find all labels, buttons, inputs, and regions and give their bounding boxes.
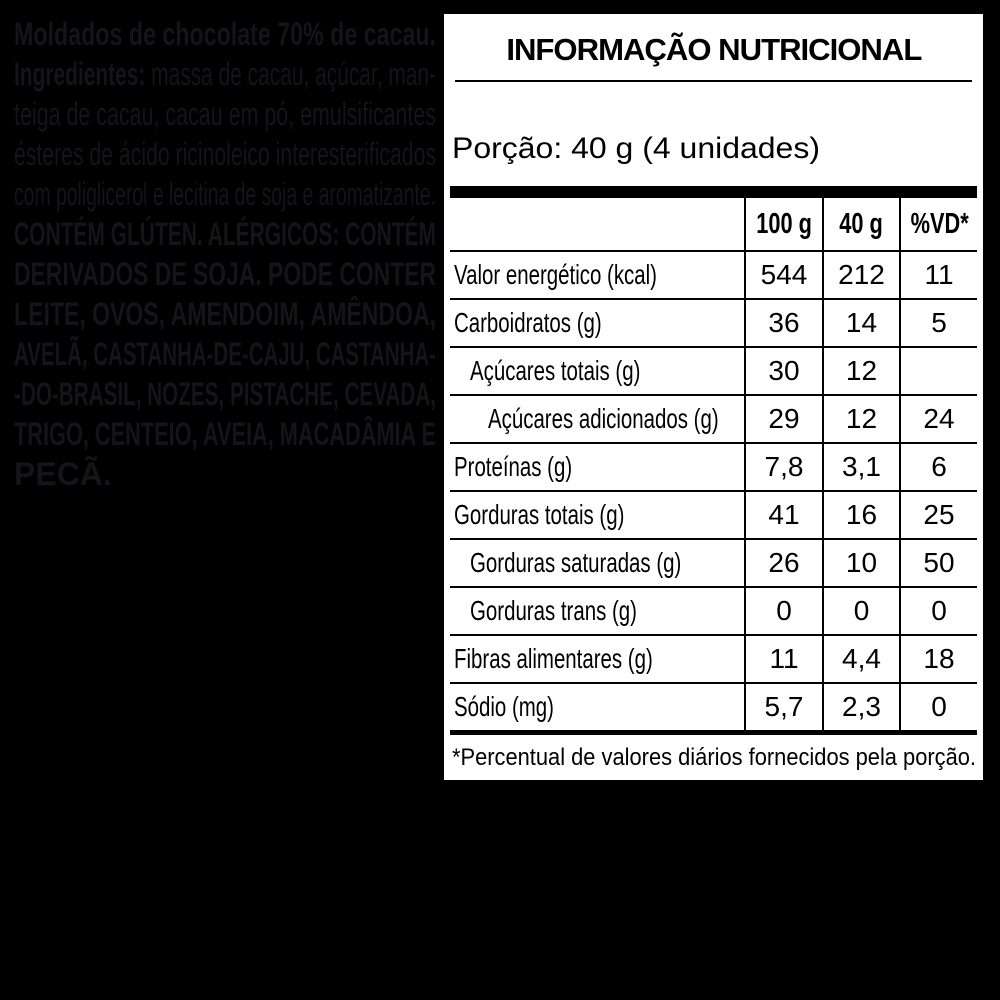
value-40g: 2,3 xyxy=(822,683,900,735)
value-100g: 0 xyxy=(744,587,823,636)
allergen-line: PECÃ. xyxy=(14,456,112,492)
row-label: Gorduras saturadas (g) xyxy=(470,547,682,578)
value-100g: 5,7 xyxy=(744,683,823,735)
footnote: *Percentual de valores diários fornecido… xyxy=(452,744,976,771)
value-vd: 0 xyxy=(899,683,977,735)
value-vd: 6 xyxy=(899,443,977,492)
allergen-line: -DO-BRASIL, NOZES, PISTACHE, CEVADA, xyxy=(14,376,436,412)
value-vd: 11 xyxy=(899,251,977,300)
value-100g: 41 xyxy=(744,491,823,540)
col-header-40g: 40 g xyxy=(822,198,900,252)
allergen-line: LEITE, OVOS, AMENDOIM, AMÊNDOA, xyxy=(14,296,436,332)
value-40g: 10 xyxy=(822,539,900,588)
value-vd xyxy=(899,347,977,396)
title-divider xyxy=(455,80,972,82)
value-100g: 26 xyxy=(744,539,823,588)
ingredients-line: Ingredientes: massa de cacau, açúcar, ma… xyxy=(14,56,437,92)
row-label: Açúcares adicionados (g) xyxy=(488,403,719,434)
value-vd: 5 xyxy=(899,299,977,348)
row-label: Fibras alimentares (g) xyxy=(454,643,653,674)
value-100g: 36 xyxy=(744,299,823,348)
value-40g: 0 xyxy=(822,587,900,636)
value-vd: 18 xyxy=(899,635,977,684)
value-40g: 12 xyxy=(822,395,900,444)
col-header-100g: 100 g xyxy=(744,198,823,252)
table-row-acucares-adicionados: Açúcares adicionados (g) 29 12 24 xyxy=(450,395,977,444)
row-label: Gorduras totais (g) xyxy=(454,499,625,530)
ingredients-line: ésteres de ácido ricinoleico interesteri… xyxy=(14,136,436,172)
value-100g: 29 xyxy=(744,395,823,444)
nutrition-table: 100 g 40 g %VD* Valor energético (kcal) … xyxy=(450,198,977,735)
table-row-gorduras-saturadas: Gorduras saturadas (g) 26 10 50 xyxy=(450,539,977,588)
table-row-carboidratos: Carboidratos (g) 36 14 5 xyxy=(450,299,977,348)
table-row-acucares-totais: Açúcares totais (g) 30 12 xyxy=(450,347,977,396)
row-label: Sódio (mg) xyxy=(454,691,554,722)
value-100g: 7,8 xyxy=(744,443,823,492)
row-label: Carboidratos (g) xyxy=(454,307,602,338)
value-40g: 16 xyxy=(822,491,900,540)
ingredients-line: Moldados de chocolate 70% de cacau. xyxy=(14,16,436,52)
allergen-line: DERIVADOS DE SOJA. PODE CONTER xyxy=(14,256,436,292)
value-40g: 14 xyxy=(822,299,900,348)
table-top-bar xyxy=(450,186,977,198)
value-40g: 12 xyxy=(822,347,900,396)
row-label: Proteínas (g) xyxy=(454,451,573,482)
table-row-fibras: Fibras alimentares (g) 11 4,4 18 xyxy=(450,635,977,684)
table-row-gorduras-totais: Gorduras totais (g) 41 16 25 xyxy=(450,491,977,540)
serving-size: Porção: 40 g (4 unidades) xyxy=(452,132,820,165)
value-100g: 11 xyxy=(744,635,823,684)
value-100g: 30 xyxy=(744,347,823,396)
allergen-line: CONTÉM GLÚTEN. ALÉRGICOS: CONTÉM xyxy=(14,216,436,252)
value-40g: 212 xyxy=(822,251,900,300)
value-100g: 544 xyxy=(744,251,823,300)
nutrition-panel: INFORMAÇÃO NUTRICIONAL Porção: 40 g (4 u… xyxy=(444,14,983,780)
ingredients-line: com poliglicerol e lecitina de soja e ar… xyxy=(14,176,436,212)
value-40g: 3,1 xyxy=(822,443,900,492)
row-label: Açúcares totais (g) xyxy=(470,355,641,386)
ingredients-line: teiga de cacau, cacau em pó, emulsifican… xyxy=(14,96,436,132)
header-empty-cell xyxy=(450,198,745,252)
allergen-line: AVELÃ, CASTANHA-DE-CAJU, CASTANHA- xyxy=(14,336,436,372)
row-label: Gorduras trans (g) xyxy=(470,595,637,626)
value-vd: 0 xyxy=(899,587,977,636)
value-vd: 24 xyxy=(899,395,977,444)
allergen-line: TRIGO, CENTEIO, AVEIA, MACADÂMIA E xyxy=(14,416,436,452)
table-header-row: 100 g 40 g %VD* xyxy=(450,198,977,252)
table-row-energia: Valor energético (kcal) 544 212 11 xyxy=(450,251,977,300)
ingredients-text: Moldados de chocolate 70% de cacau. Ingr… xyxy=(14,16,436,496)
panel-title: INFORMAÇÃO NUTRICIONAL xyxy=(506,32,922,67)
table-row-sodio: Sódio (mg) 5,7 2,3 0 xyxy=(450,683,977,735)
value-40g: 4,4 xyxy=(822,635,900,684)
value-vd: 25 xyxy=(899,491,977,540)
table-row-gorduras-trans: Gorduras trans (g) 0 0 0 xyxy=(450,587,977,636)
table-row-proteinas: Proteínas (g) 7,8 3,1 6 xyxy=(450,443,977,492)
value-vd: 50 xyxy=(899,539,977,588)
col-header-vd: %VD* xyxy=(899,198,977,252)
row-label: Valor energético (kcal) xyxy=(454,259,657,290)
